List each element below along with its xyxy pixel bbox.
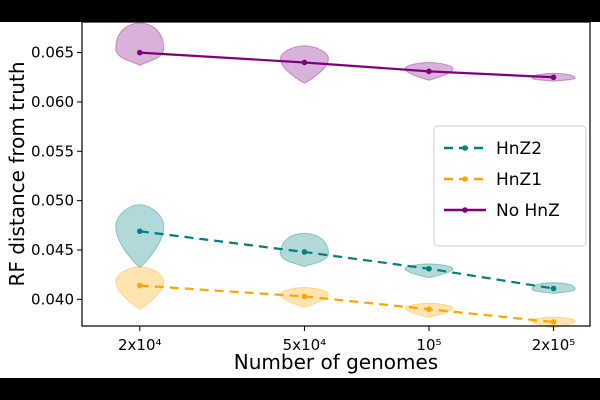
x-tick-label-0: 2x10⁴: [118, 336, 162, 354]
y-tick-label-3: 0.055: [31, 142, 74, 160]
y-tick-label-1: 0.045: [31, 241, 74, 259]
data-point-hnz1-3: [550, 319, 557, 325]
data-point-hnz2-0: [136, 228, 143, 235]
legend-marker-hnz2: [462, 145, 468, 151]
legend-box: [433, 125, 587, 247]
legend-label-hnz1: HnZ1: [496, 170, 542, 190]
series-line-hnz1: [139, 284, 554, 324]
rf-distance-chart: 0.040 0.045 0.050 0.055 0.060 0.065 2x10⁴ 5x10⁴…: [5, 22, 591, 374]
y-tick-label-5: 0.065: [31, 44, 74, 62]
legend-label-hnz2: HnZ2: [496, 139, 542, 159]
data-point-no-hnz-1: [301, 59, 308, 66]
data-point-no-hnz-3: [550, 74, 557, 81]
data-point-hnz1-1: [301, 293, 308, 300]
y-tick-label-2: 0.050: [31, 192, 74, 210]
y-tick-label-4: 0.060: [31, 93, 74, 111]
series-line-no-hnz: [139, 51, 554, 79]
data-point-hnz1-2: [426, 306, 432, 313]
data-point-no-hnz-0: [136, 49, 143, 56]
legend-marker-no-hnz: [462, 207, 468, 213]
chart-panel: 0.040 0.045 0.050 0.055 0.060 0.065 2x10⁴ 5x10⁴…: [0, 22, 600, 378]
legend-label-no-hnz: No HnZ: [496, 201, 560, 221]
data-point-hnz2-2: [426, 265, 432, 272]
data-point-no-hnz-2: [426, 68, 432, 75]
x-axis-label: Number of genomes: [234, 350, 438, 374]
x-tick-label-2: 10⁵: [416, 336, 441, 354]
data-point-hnz2-3: [550, 285, 557, 292]
violin-no-hnz-0: [115, 22, 165, 67]
violin-hnz2-0: [115, 204, 165, 269]
series-line-hnz2: [139, 230, 554, 290]
x-tick-label-3: 2x10⁵: [532, 336, 576, 354]
plot-frame: [81, 22, 591, 327]
data-point-hnz1-0: [136, 282, 143, 289]
y-axis-label: RF distance from truth: [5, 61, 29, 286]
y-tick-label-0: 0.040: [31, 290, 74, 308]
legend-marker-hnz1: [462, 176, 468, 182]
data-point-hnz2-1: [301, 249, 308, 255]
x-tick-label-1: 5x10⁴: [283, 336, 327, 354]
